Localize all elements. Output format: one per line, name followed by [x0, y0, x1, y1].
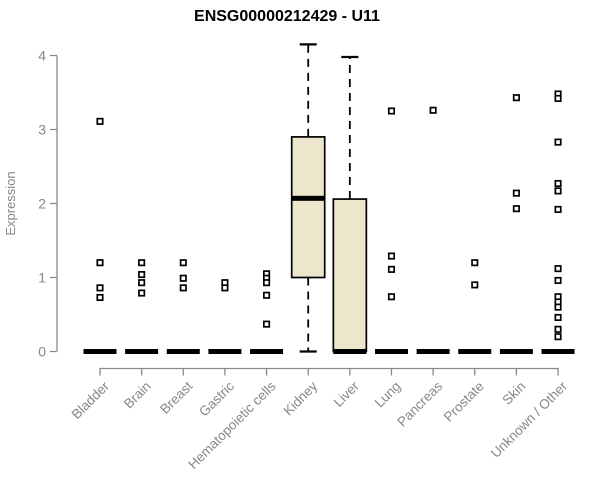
outlier-point [512, 205, 520, 213]
box-group [374, 107, 408, 354]
median-line [166, 349, 200, 354]
outlier-point [179, 284, 187, 292]
outlier-point [554, 333, 562, 341]
outlier-point [512, 94, 520, 102]
outlier-point [96, 259, 104, 267]
box-group [541, 90, 575, 354]
y-tick-label: 4 [38, 48, 46, 64]
outlier-point [387, 107, 396, 115]
outlier-point [554, 138, 562, 146]
outlier-point [512, 189, 520, 197]
box-group [416, 106, 450, 354]
box-group [458, 259, 492, 354]
box-group [250, 270, 284, 354]
outlier-point [96, 293, 104, 302]
outlier-point [96, 117, 104, 125]
median-line [374, 349, 408, 354]
box-group [125, 259, 159, 354]
y-tick-label: 2 [38, 196, 46, 212]
outlier-point [554, 325, 562, 333]
y-tick-label: 0 [38, 344, 46, 360]
outlier-point [554, 179, 562, 188]
outlier-point [429, 106, 437, 114]
box-group [83, 117, 117, 354]
outlier-point [554, 303, 562, 311]
outlier-point [138, 279, 146, 287]
median-line [499, 349, 533, 354]
median-line [83, 349, 117, 354]
y-tick-label: 1 [38, 270, 46, 286]
outlier-point [221, 284, 229, 292]
outlier-point [179, 259, 187, 267]
outlier-point [554, 276, 562, 285]
box-group [166, 259, 200, 354]
outlier-point [554, 187, 562, 195]
outlier-point [138, 259, 146, 267]
chart-title: ENSG00000212429 - U11 [194, 8, 380, 25]
box-rect [290, 136, 326, 279]
outlier-point [263, 320, 271, 328]
median-line [541, 349, 575, 354]
outlier-point [554, 313, 562, 322]
median-line [250, 349, 284, 354]
outlier-point [471, 259, 479, 267]
outlier-point [263, 279, 271, 287]
outlier-point [387, 252, 396, 260]
median-line [291, 195, 325, 201]
median-line [125, 349, 159, 354]
box-group [332, 55, 368, 354]
box-group [208, 279, 242, 354]
y-axis-label: Expression [3, 171, 18, 235]
y-tick-label: 3 [38, 122, 46, 138]
median-line [416, 349, 450, 354]
outlier-point [387, 293, 396, 301]
outlier-point [263, 291, 271, 299]
outlier-point [96, 284, 104, 292]
outlier-point [138, 289, 146, 297]
outlier-point [471, 281, 479, 289]
box-group [290, 43, 326, 353]
median-line [333, 349, 367, 354]
outlier-point [554, 205, 562, 213]
outlier-point [387, 265, 396, 273]
median-line [208, 349, 242, 354]
median-line [458, 349, 492, 354]
outlier-point [138, 270, 146, 279]
box-rect [332, 198, 368, 353]
outlier-point [554, 265, 562, 273]
box-group [499, 94, 533, 354]
outlier-point [179, 274, 187, 282]
outlier-point [554, 94, 562, 102]
